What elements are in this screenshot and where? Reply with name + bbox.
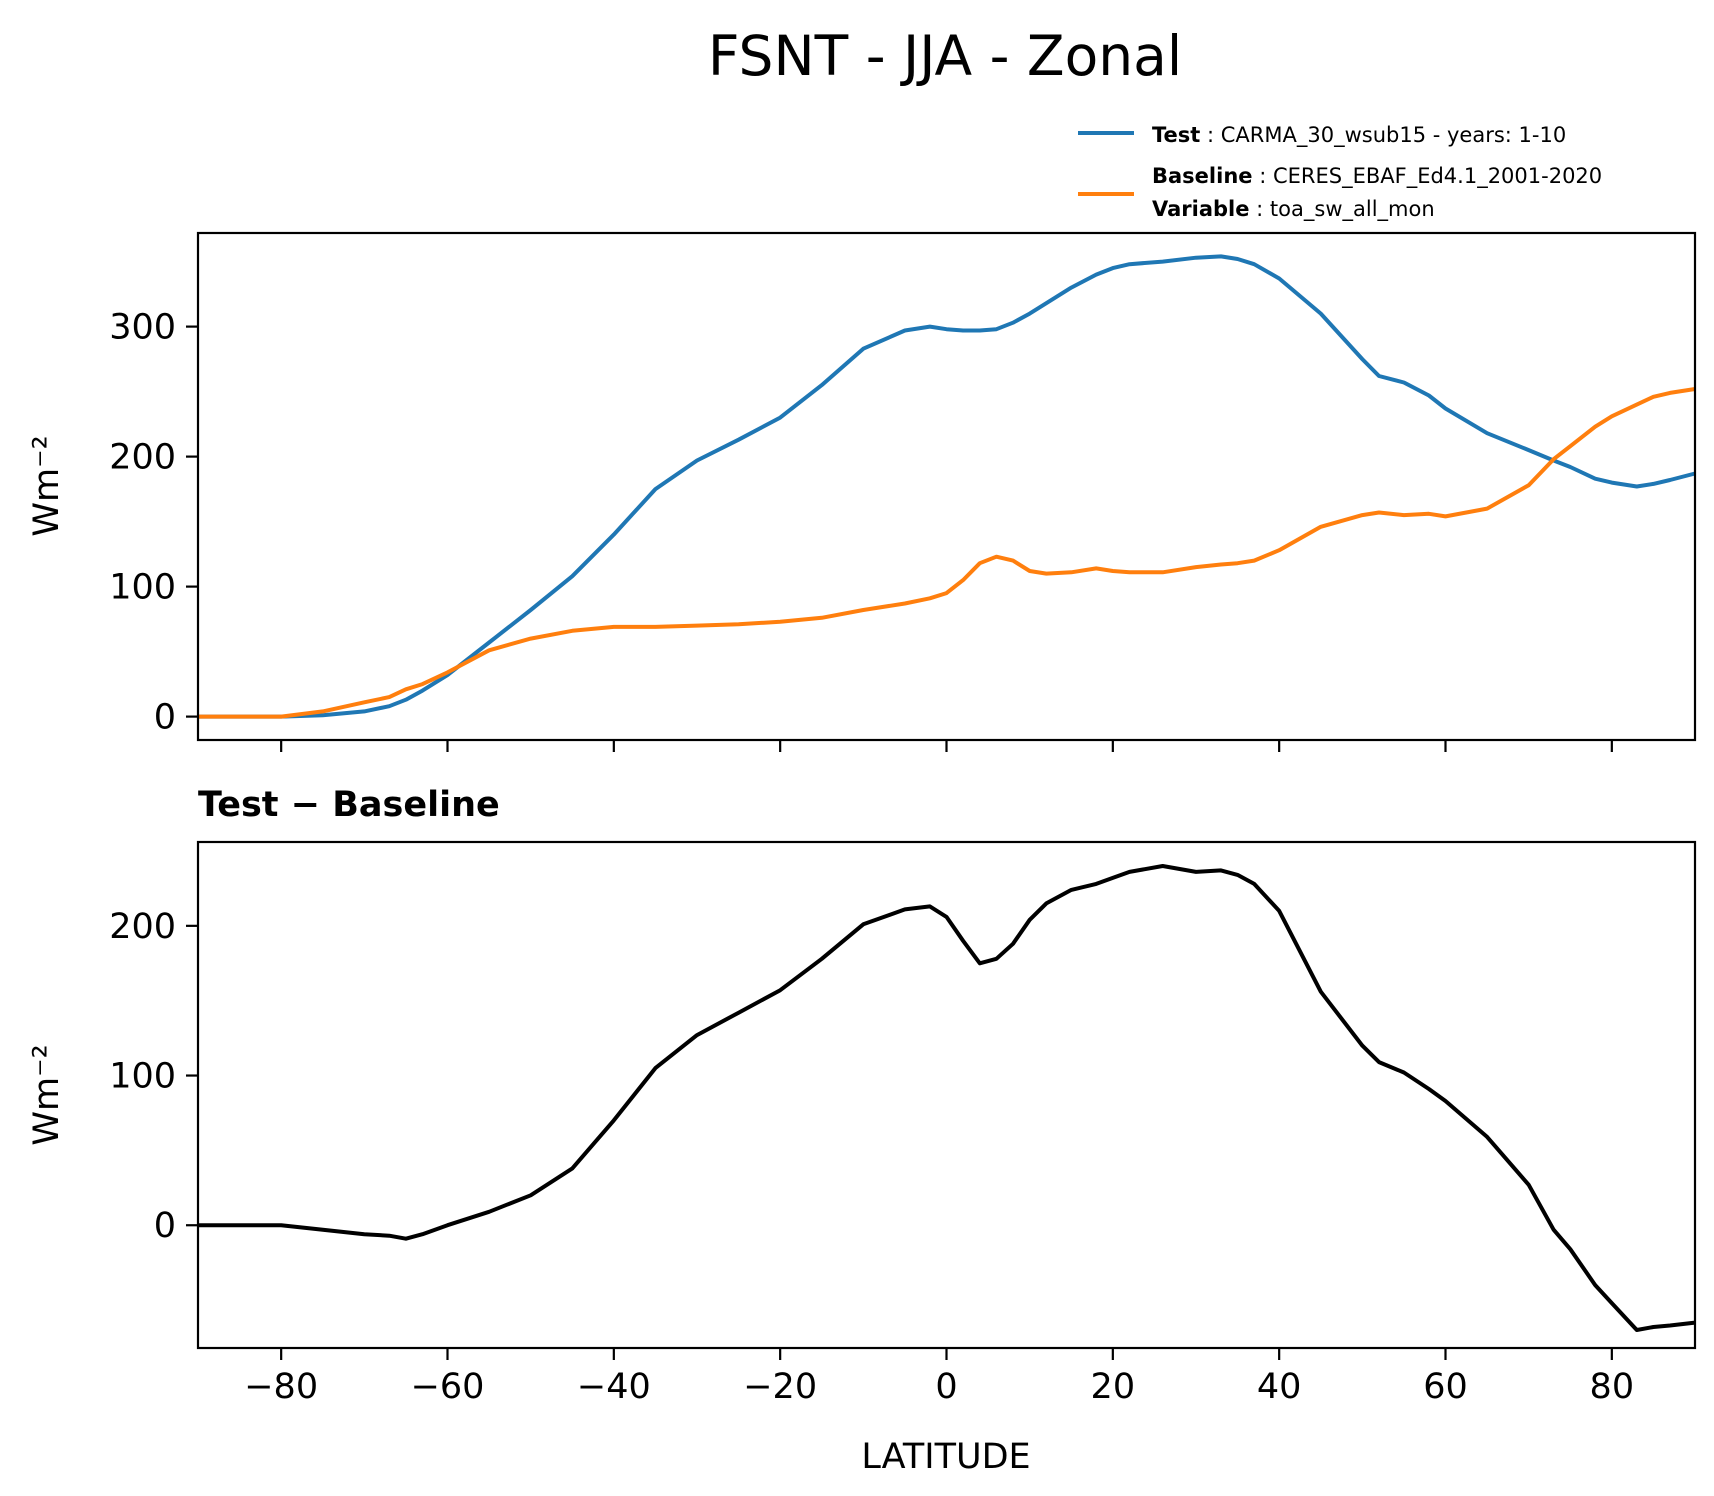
legend-variable-colon: : [1249, 197, 1269, 221]
legend-test-text: CARMA_30_wsub15 - years: 1-10 [1221, 123, 1566, 148]
bottom-series-line-difference [198, 864, 1696, 1332]
bottom-x-tick-label: −40 [577, 1367, 651, 1407]
bottom-x-tick-label: −60 [411, 1367, 485, 1407]
bottom-panel-title: Test − Baseline [198, 785, 500, 825]
x-axis-label: LATITUDE [861, 1437, 1030, 1477]
figure-title: FSNT - JJA - Zonal [708, 24, 1182, 88]
legend: Test : CARMA_30_wsub15 - years: 1-10 Bas… [1078, 123, 1602, 222]
legend-variable-text: toa_sw_all_mon [1270, 197, 1435, 222]
top-y-tick-label: 0 [154, 698, 176, 738]
bottom-x-tick-label: 20 [1091, 1367, 1136, 1407]
top-series-line-baseline [198, 387, 1696, 719]
bottom-x-ticks: −80 −60 −40 −20 0 20 40 60 80 [244, 1348, 1634, 1407]
bottom-x-tick-label: −80 [244, 1367, 318, 1407]
legend-test-label: Test [1152, 123, 1200, 147]
bottom-series-lines [198, 864, 1696, 1332]
bottom-y-tick-label: 0 [154, 1206, 176, 1246]
bottom-x-tick-label: −20 [743, 1367, 817, 1407]
bottom-x-tick-label: 40 [1257, 1367, 1302, 1407]
top-plot-frame [196, 231, 1697, 742]
legend-baseline-colon: : [1253, 164, 1273, 188]
top-y-ticks: 0 100 200 300 [109, 308, 198, 738]
top-series-lines [198, 254, 1696, 719]
top-y-tick-label: 300 [109, 308, 176, 348]
legend-baseline-text: CERES_EBAF_Ed4.1_2001-2020 [1273, 164, 1602, 189]
bottom-plot-frame [196, 840, 1697, 1350]
legend-baseline-label: Baseline [1152, 164, 1253, 188]
top-series-line-test [198, 254, 1696, 719]
top-y-tick-label: 100 [109, 568, 176, 608]
top-x-ticks [280, 740, 1613, 752]
legend-test-entry: Test : CARMA_30_wsub15 - years: 1-10 [1152, 123, 1566, 148]
bottom-y-tick-label: 100 [109, 1057, 176, 1097]
bottom-y-axis-label: Wm⁻² [27, 1044, 67, 1145]
legend-baseline-entry: Baseline : CERES_EBAF_Ed4.1_2001-2020 [1152, 164, 1602, 189]
bottom-x-tick-label: 80 [1590, 1367, 1635, 1407]
bottom-x-tick-label: 60 [1423, 1367, 1468, 1407]
bottom-panel: Test − Baseline −80 −60 −40 −20 0 20 40 60 80 0 1… [27, 785, 1697, 1477]
bottom-x-tick-label: 0 [935, 1367, 957, 1407]
bottom-y-tick-label: 200 [109, 907, 176, 947]
bottom-y-ticks: 0 100 200 [109, 907, 198, 1246]
legend-test-colon: : [1200, 123, 1220, 147]
top-y-tick-label: 200 [109, 438, 176, 478]
top-panel: 0 100 200 300 Wm⁻² [27, 231, 1697, 752]
top-y-axis-label: Wm⁻² [27, 435, 67, 536]
legend-variable-entry: Variable : toa_sw_all_mon [1152, 197, 1435, 222]
legend-variable-label: Variable [1152, 197, 1249, 221]
